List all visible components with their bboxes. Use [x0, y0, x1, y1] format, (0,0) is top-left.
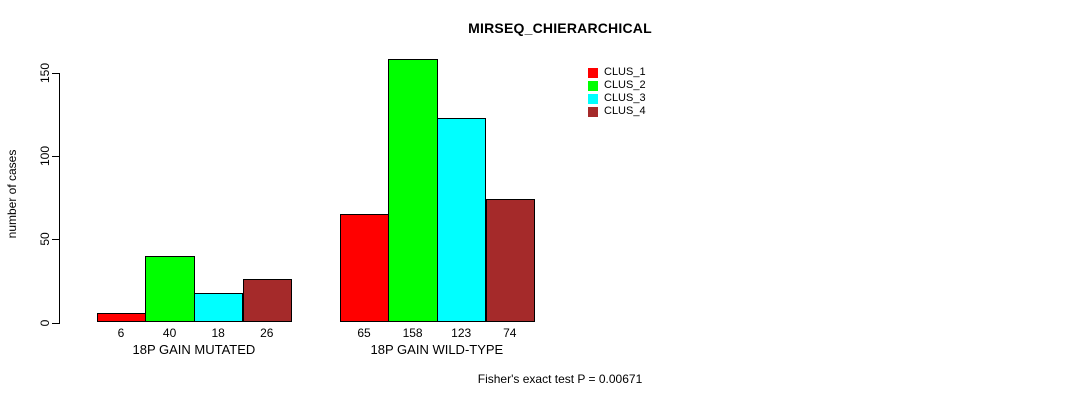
bar-value-label: 40	[162, 326, 177, 340]
y-tick-label: 150	[38, 62, 52, 83]
y-axis-line	[59, 72, 61, 324]
bar-value-label: 26	[260, 326, 274, 340]
bar-clus_4-2	[485, 199, 536, 323]
bar-clus_4-1	[242, 279, 293, 323]
bar-value-label: 74	[503, 326, 517, 340]
bar-clus_3-2	[436, 117, 487, 323]
group-label: 18P GAIN WILD-TYPE	[370, 342, 504, 357]
legend-item-clus_2: CLUS_2	[588, 79, 646, 92]
legend-swatch-clus_3	[588, 93, 598, 104]
legend-swatch-clus_1	[588, 67, 598, 78]
y-tick-label: 50	[38, 232, 52, 246]
legend: CLUS_1 CLUS_2 CLUS_3 CLUS_4	[588, 66, 646, 118]
bar-clus_1-2	[339, 214, 390, 323]
legend-swatch-clus_2	[588, 80, 598, 91]
y-tick	[52, 72, 59, 74]
chart-title: MIRSEQ_CHIERARCHICAL	[468, 20, 652, 36]
y-tick	[52, 239, 59, 241]
bar-clus_2-2	[388, 59, 438, 323]
legend-label: CLUS_4	[604, 105, 646, 117]
bar-clus_3-1	[193, 292, 244, 323]
legend-label: CLUS_3	[604, 92, 646, 104]
bar-value-label: 158	[402, 326, 423, 340]
bar-value-label: 6	[117, 326, 125, 340]
y-tick-label: 100	[38, 145, 52, 167]
footnote-fishers-test: Fisher's exact test P = 0.00671	[477, 372, 643, 386]
bar-clus_2-1	[145, 255, 195, 323]
y-tick-label: 0	[38, 319, 52, 326]
legend-swatch-clus_4	[588, 106, 598, 117]
legend-item-clus_3: CLUS_3	[588, 92, 646, 105]
legend-label: CLUS_2	[604, 79, 646, 91]
legend-item-clus_1: CLUS_1	[588, 66, 646, 79]
bar-value-label: 65	[357, 326, 371, 340]
legend-item-clus_4: CLUS_4	[588, 105, 646, 118]
y-tick	[52, 322, 59, 324]
bar-value-label: 18	[211, 326, 225, 340]
y-tick	[52, 156, 59, 158]
bar-value-label: 123	[451, 326, 472, 340]
y-axis-title: number of cases	[5, 149, 19, 238]
legend-label: CLUS_1	[604, 66, 646, 78]
group-label: 18P GAIN MUTATED	[132, 342, 256, 357]
bar-clus_1-1	[96, 312, 147, 323]
